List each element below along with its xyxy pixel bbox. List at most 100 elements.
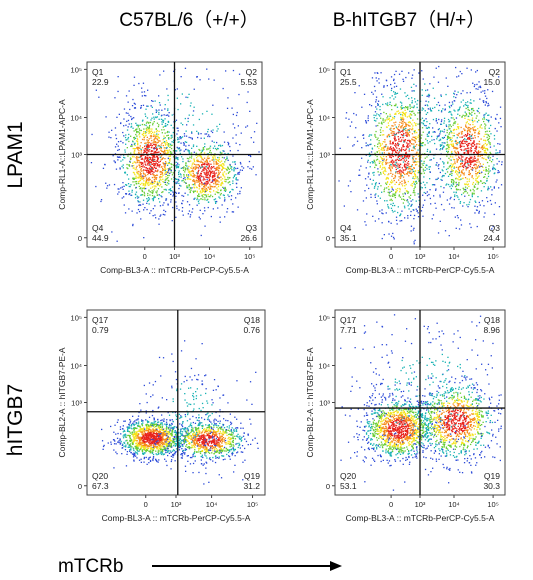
event-dot [378, 182, 380, 185]
event-dot [492, 155, 494, 157]
event-dot [156, 122, 159, 124]
event-dot [449, 185, 451, 188]
event-dot [435, 67, 437, 69]
event-dot [368, 155, 371, 157]
event-dot [443, 136, 445, 139]
event-dot [189, 187, 191, 189]
event-dot [164, 170, 166, 172]
event-dot [140, 142, 142, 144]
event-dot [162, 167, 164, 170]
event-dot [393, 104, 396, 107]
event-dot [169, 146, 171, 148]
event-dot [157, 448, 160, 450]
event-dot [407, 106, 409, 108]
event-dot [387, 118, 390, 120]
event-dot [478, 170, 481, 172]
event-dot [147, 426, 149, 428]
event-dot [175, 435, 177, 437]
event-dot [398, 129, 400, 131]
event-dot [401, 70, 403, 72]
event-dot [400, 106, 402, 108]
quadrant-name: Q3 [489, 223, 501, 233]
event-dot [422, 142, 424, 144]
event-dot [176, 146, 178, 149]
event-dot [486, 148, 488, 150]
event-dot [138, 411, 140, 414]
event-dot [448, 126, 450, 128]
event-dot [156, 131, 158, 133]
event-dot [471, 156, 473, 158]
event-dot [403, 157, 405, 159]
event-dot [206, 170, 208, 172]
event-dot [470, 147, 472, 150]
event-dot [382, 103, 384, 106]
event-dot [147, 139, 150, 142]
event-dot [236, 111, 238, 114]
event-dot [251, 168, 253, 170]
event-dot [126, 147, 128, 149]
event-dot [400, 213, 402, 215]
event-dot [358, 174, 360, 176]
event-dot [194, 183, 196, 185]
event-dot [155, 178, 157, 180]
event-dot [167, 170, 170, 172]
event-dot [219, 194, 222, 196]
event-dot [161, 186, 163, 188]
event-dot [228, 177, 231, 179]
event-dot [470, 137, 473, 140]
event-dot [193, 167, 195, 170]
event-dot [384, 141, 386, 143]
event-dot [458, 181, 460, 184]
event-dot [474, 120, 476, 122]
event-dot [144, 163, 146, 165]
event-dot [160, 422, 163, 424]
event-dot [478, 140, 480, 143]
event-dot [436, 122, 438, 124]
event-dot [154, 131, 156, 133]
event-dot [438, 65, 440, 68]
event-dot [222, 167, 224, 169]
event-dot [124, 436, 127, 438]
event-dot [163, 418, 165, 420]
event-dot [190, 102, 192, 104]
event-dot [376, 80, 378, 82]
event-dot [208, 179, 211, 181]
event-dot [398, 151, 400, 153]
event-dot [398, 155, 400, 157]
event-dot [467, 106, 469, 108]
event-dot [477, 164, 480, 167]
event-dot [437, 81, 440, 83]
event-dot [385, 80, 388, 82]
event-dot [382, 164, 384, 166]
event-dot [167, 108, 169, 110]
event-dot [475, 117, 477, 119]
event-dot [139, 136, 141, 138]
event-dot [105, 116, 107, 118]
event-dot [487, 200, 489, 203]
event-dot [477, 187, 479, 190]
event-dot [142, 104, 145, 106]
event-dot [470, 127, 472, 130]
event-dot [116, 421, 119, 423]
event-dot [404, 217, 406, 219]
event-dot [427, 105, 429, 107]
event-dot [216, 180, 218, 183]
event-dot [384, 173, 386, 176]
event-dot [414, 140, 416, 142]
event-dot [403, 141, 405, 143]
event-dot [134, 420, 136, 422]
event-dot [173, 70, 175, 72]
event-dot [162, 213, 164, 216]
event-dot [429, 83, 431, 85]
quadrant-percent: 22.9 [92, 77, 109, 87]
event-dot [172, 456, 174, 458]
event-dot [141, 419, 143, 421]
event-dot [392, 125, 394, 127]
event-dot [227, 97, 229, 99]
event-dot [461, 141, 463, 143]
event-dot [375, 96, 378, 98]
event-dot [376, 138, 378, 141]
event-dot [194, 174, 196, 177]
event-dot [393, 122, 395, 124]
event-dot [206, 199, 208, 201]
